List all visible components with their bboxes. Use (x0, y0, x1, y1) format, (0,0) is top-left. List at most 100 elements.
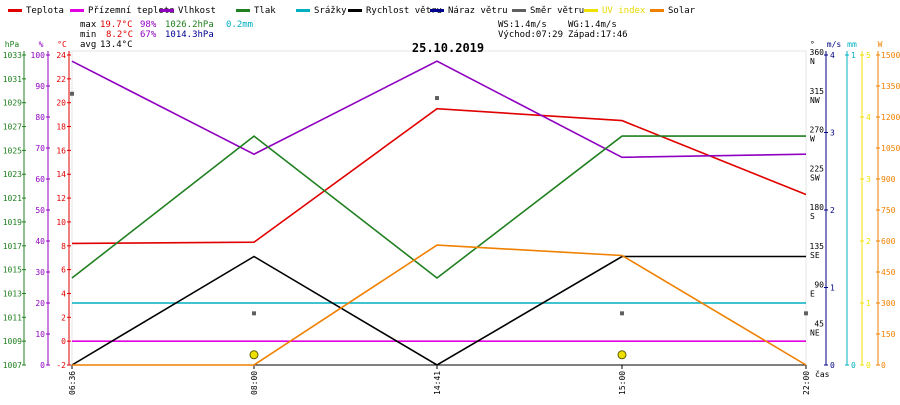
ms-tick-label: 1 (830, 284, 835, 293)
ms-tick-label: 2 (830, 206, 835, 215)
info-ws: WS:1.4m/s (498, 20, 547, 30)
hpa-tick-label: 1009 (3, 337, 22, 346)
legend-label: Přízemní teplota (88, 6, 175, 16)
deg-axis-unit: ° (810, 40, 815, 49)
stat-max-temp: 19.7°C (100, 20, 133, 30)
stat-min-temp: 8.2°C (106, 30, 133, 40)
info-sunrise: Východ:07:29 (498, 30, 563, 40)
ms-tick-label: 0 (830, 361, 835, 370)
wm2-tick-label: 150 (881, 330, 896, 339)
legend-swatch (236, 9, 250, 12)
compass-label: SW (810, 173, 820, 182)
compass-label: NE (810, 328, 820, 337)
degc-tick-label: 14 (56, 170, 66, 179)
pct-tick-label: 100 (31, 51, 46, 60)
stat-max-press: 1026.2hPa (165, 20, 214, 30)
ms-tick-label: 4 (830, 51, 835, 60)
legend-label: Směr větru (530, 6, 584, 16)
info-sunset: Západ:17:46 (568, 30, 628, 40)
degc-tick-label: 12 (56, 194, 66, 203)
legend-label: Srážky (314, 6, 347, 16)
degc-tick-label: 16 (56, 146, 66, 155)
pct-tick-label: 50 (35, 206, 45, 215)
series-line (72, 244, 807, 366)
x-axis-label: čas (815, 369, 830, 379)
degc-tick-label: 0 (61, 337, 66, 346)
legend-label: Rychlost větru (366, 6, 442, 16)
legend-swatch (584, 9, 598, 12)
compass-label: NW (810, 96, 820, 105)
pct-tick-label: 90 (35, 82, 45, 91)
hpa-tick-label: 1023 (3, 170, 22, 179)
legend-swatch (512, 9, 526, 12)
stat-avg-label: avg (80, 40, 96, 50)
pct-tick-label: 80 (35, 113, 45, 122)
degc-tick-label: 2 (61, 313, 66, 322)
series-line (71, 60, 807, 159)
deg-tick-label: 270 (810, 126, 825, 135)
pct-tick-label: 10 (35, 330, 45, 339)
x-tick-label: 14:41 (433, 371, 442, 395)
degc-tick-label: 22 (56, 75, 66, 84)
deg-tick-label: 225 (810, 164, 825, 173)
deg-tick-label: 180 (810, 203, 825, 212)
legend-label: Teplota (26, 6, 64, 16)
degc-tick-label: 18 (56, 123, 66, 132)
pct-tick-label: 70 (35, 144, 45, 153)
stat-min-press: 1014.3hPa (165, 30, 214, 40)
uv-tick-label: 3 (866, 175, 871, 184)
wm2-tick-label: 600 (881, 237, 896, 246)
pct-tick-label: 60 (35, 175, 45, 184)
x-tick-label: 22:00 (802, 371, 811, 395)
wm2-axis-unit: W (878, 40, 883, 49)
stat-avg-temp: 13.4°C (100, 40, 133, 50)
degc-tick-label: 20 (56, 99, 66, 108)
degc-tick-label: 24 (56, 51, 66, 60)
stat-max-label: max (80, 20, 97, 30)
pct-tick-label: 20 (35, 299, 45, 308)
series-line (71, 255, 806, 366)
hpa-tick-label: 1031 (3, 75, 22, 84)
stat-max-hum: 98% (140, 20, 157, 30)
legend-label: Tlak (254, 6, 276, 16)
hpa-axis-unit: hPa (5, 40, 20, 49)
uv-tick-label: 1 (866, 299, 871, 308)
hpa-tick-label: 1015 (3, 266, 22, 275)
wind-direction-marker (435, 96, 439, 101)
wm2-tick-label: 1050 (881, 144, 900, 153)
degc-axis-unit: °C (57, 40, 67, 49)
x-tick-label: 08:00 (250, 371, 259, 395)
legend-swatch (8, 9, 22, 12)
legend-swatch (70, 9, 84, 12)
stat-max-rain: 0.2mm (226, 20, 253, 30)
legend-swatch (348, 9, 362, 12)
x-tick-label: 06:36 (68, 371, 77, 395)
hpa-tick-label: 1017 (3, 242, 22, 251)
hpa-tick-label: 1019 (3, 218, 22, 227)
info-wg: WG:1.4m/s (568, 20, 617, 30)
compass-label: W (810, 135, 815, 144)
degc-tick-label: 8 (61, 242, 66, 251)
hpa-tick-label: 1029 (3, 99, 22, 108)
legend-label: Náraz větru (448, 6, 508, 16)
deg-tick-label: 360 (810, 48, 825, 57)
deg-tick-label: 90 (814, 281, 824, 290)
mm-axis-unit: mm (847, 40, 857, 49)
uv-tick-label: 5 (866, 51, 871, 60)
degc-tick-label: -2 (56, 361, 66, 370)
pct-tick-label: 40 (35, 237, 45, 246)
uv-marker (617, 350, 627, 360)
series-line (71, 107, 807, 245)
series-line (71, 135, 806, 280)
wm2-tick-label: 900 (881, 175, 896, 184)
pct-axis-unit: % (39, 40, 44, 49)
degc-tick-label: 6 (61, 266, 66, 275)
legend-label: UV index (602, 6, 646, 16)
hpa-tick-label: 1027 (3, 123, 22, 132)
legend-swatch (296, 9, 310, 12)
wm2-tick-label: 1350 (881, 82, 900, 91)
uv-tick-label: 4 (866, 113, 871, 122)
